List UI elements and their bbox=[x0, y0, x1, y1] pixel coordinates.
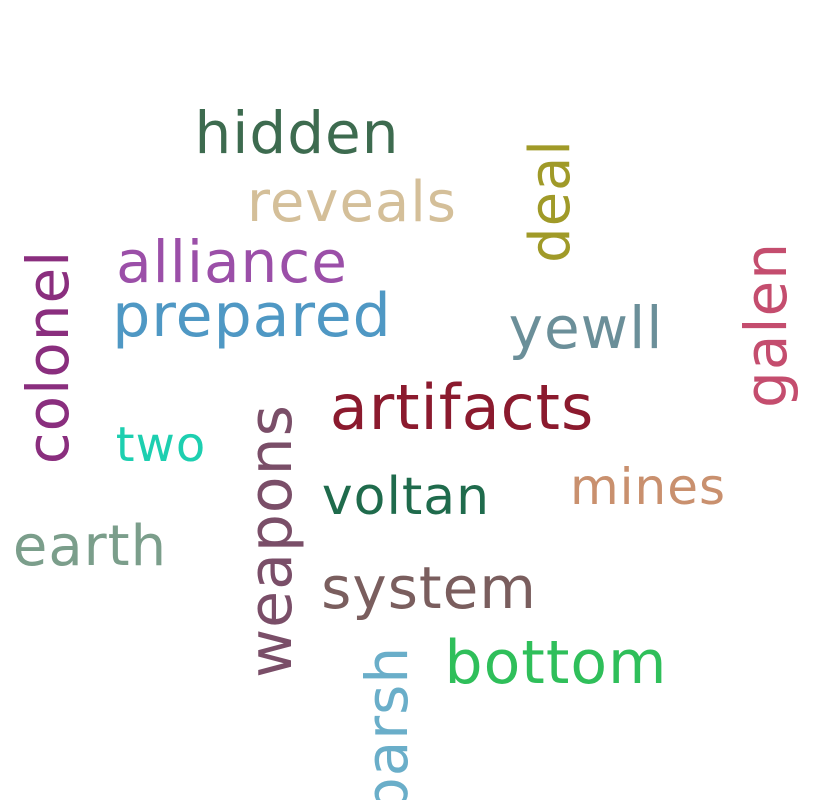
word-alliance: alliance bbox=[116, 228, 348, 296]
word-prepared: prepared bbox=[112, 281, 392, 351]
word-bottom: bottom bbox=[444, 628, 668, 698]
word-earth: earth bbox=[12, 514, 168, 579]
word-colonel: colonel bbox=[14, 249, 82, 465]
word-artifacts: artifacts bbox=[329, 371, 595, 444]
word-yewll: yewll bbox=[508, 294, 664, 362]
word-two: two bbox=[115, 417, 207, 473]
word-parsh: parsh bbox=[353, 645, 421, 800]
word-weapons: weapons bbox=[236, 404, 306, 678]
word-mines: mines bbox=[569, 458, 727, 516]
word-reveals: reveals bbox=[247, 170, 457, 235]
word-voltan: voltan bbox=[321, 467, 491, 527]
word-hidden: hidden bbox=[194, 99, 400, 167]
word-deal: deal bbox=[518, 139, 583, 263]
word-system: system bbox=[321, 554, 537, 622]
word-galen: galen bbox=[732, 242, 800, 408]
